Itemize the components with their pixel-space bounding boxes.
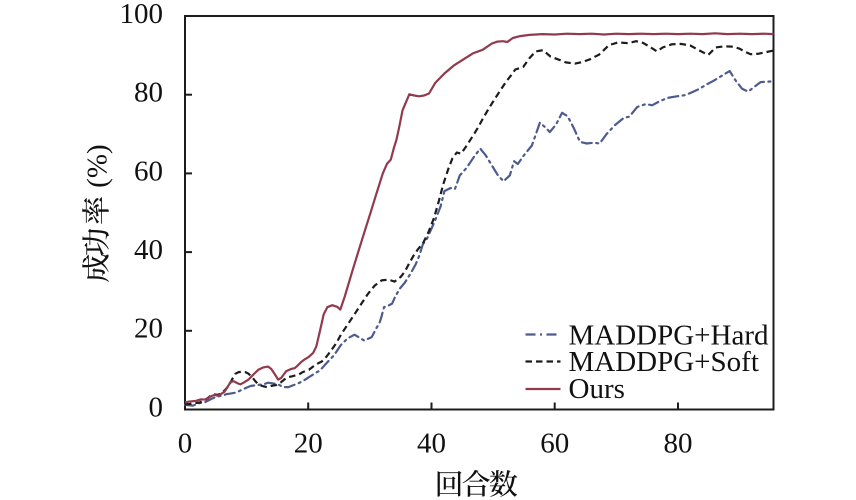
- svg-text:20: 20: [294, 428, 323, 460]
- svg-text:0: 0: [178, 428, 193, 460]
- svg-text:Ours: Ours: [569, 373, 625, 405]
- svg-text:40: 40: [134, 234, 163, 266]
- svg-text:MADDPG+Hard: MADDPG+Hard: [569, 320, 770, 352]
- svg-text:0: 0: [149, 391, 164, 423]
- svg-text:20: 20: [134, 313, 163, 345]
- svg-text:60: 60: [134, 155, 163, 187]
- svg-text:40: 40: [417, 428, 446, 460]
- svg-text:(%): (%): [82, 144, 114, 187]
- svg-text:80: 80: [664, 428, 693, 460]
- svg-text:60: 60: [540, 428, 569, 460]
- svg-text:MADDPG+Soft: MADDPG+Soft: [569, 346, 759, 378]
- svg-text:100: 100: [120, 0, 164, 30]
- svg-text:80: 80: [134, 77, 163, 109]
